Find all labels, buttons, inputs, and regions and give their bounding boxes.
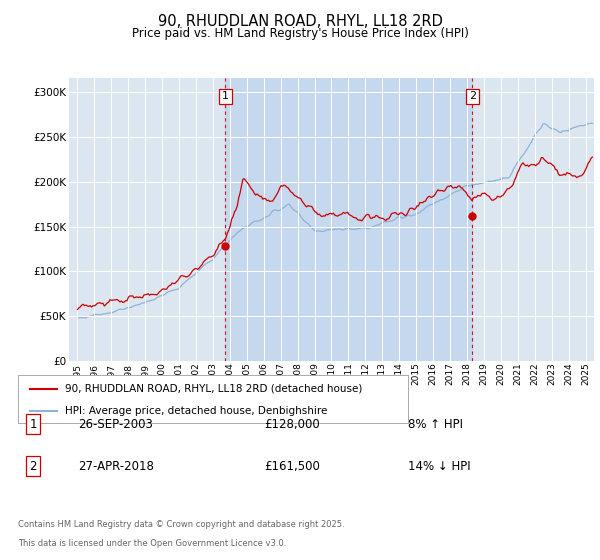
- Text: 8% ↑ HPI: 8% ↑ HPI: [408, 418, 463, 431]
- Text: £161,500: £161,500: [264, 460, 320, 473]
- Text: HPI: Average price, detached house, Denbighshire: HPI: Average price, detached house, Denb…: [65, 406, 327, 416]
- Text: Contains HM Land Registry data © Crown copyright and database right 2025.: Contains HM Land Registry data © Crown c…: [18, 520, 344, 529]
- Text: 2: 2: [469, 91, 476, 101]
- Text: 1: 1: [222, 91, 229, 101]
- Text: 1: 1: [29, 418, 37, 431]
- Text: 90, RHUDDLAN ROAD, RHYL, LL18 2RD (detached house): 90, RHUDDLAN ROAD, RHYL, LL18 2RD (detac…: [65, 384, 362, 394]
- Text: 14% ↓ HPI: 14% ↓ HPI: [408, 460, 470, 473]
- Text: Price paid vs. HM Land Registry's House Price Index (HPI): Price paid vs. HM Land Registry's House …: [131, 27, 469, 40]
- Text: 90, RHUDDLAN ROAD, RHYL, LL18 2RD: 90, RHUDDLAN ROAD, RHYL, LL18 2RD: [158, 14, 442, 29]
- Text: 26-SEP-2003: 26-SEP-2003: [78, 418, 153, 431]
- Bar: [226, 78, 472, 361]
- Text: This data is licensed under the Open Government Licence v3.0.: This data is licensed under the Open Gov…: [18, 539, 286, 548]
- Text: 27-APR-2018: 27-APR-2018: [78, 460, 154, 473]
- Text: £128,000: £128,000: [264, 418, 320, 431]
- Text: 2: 2: [29, 460, 37, 473]
